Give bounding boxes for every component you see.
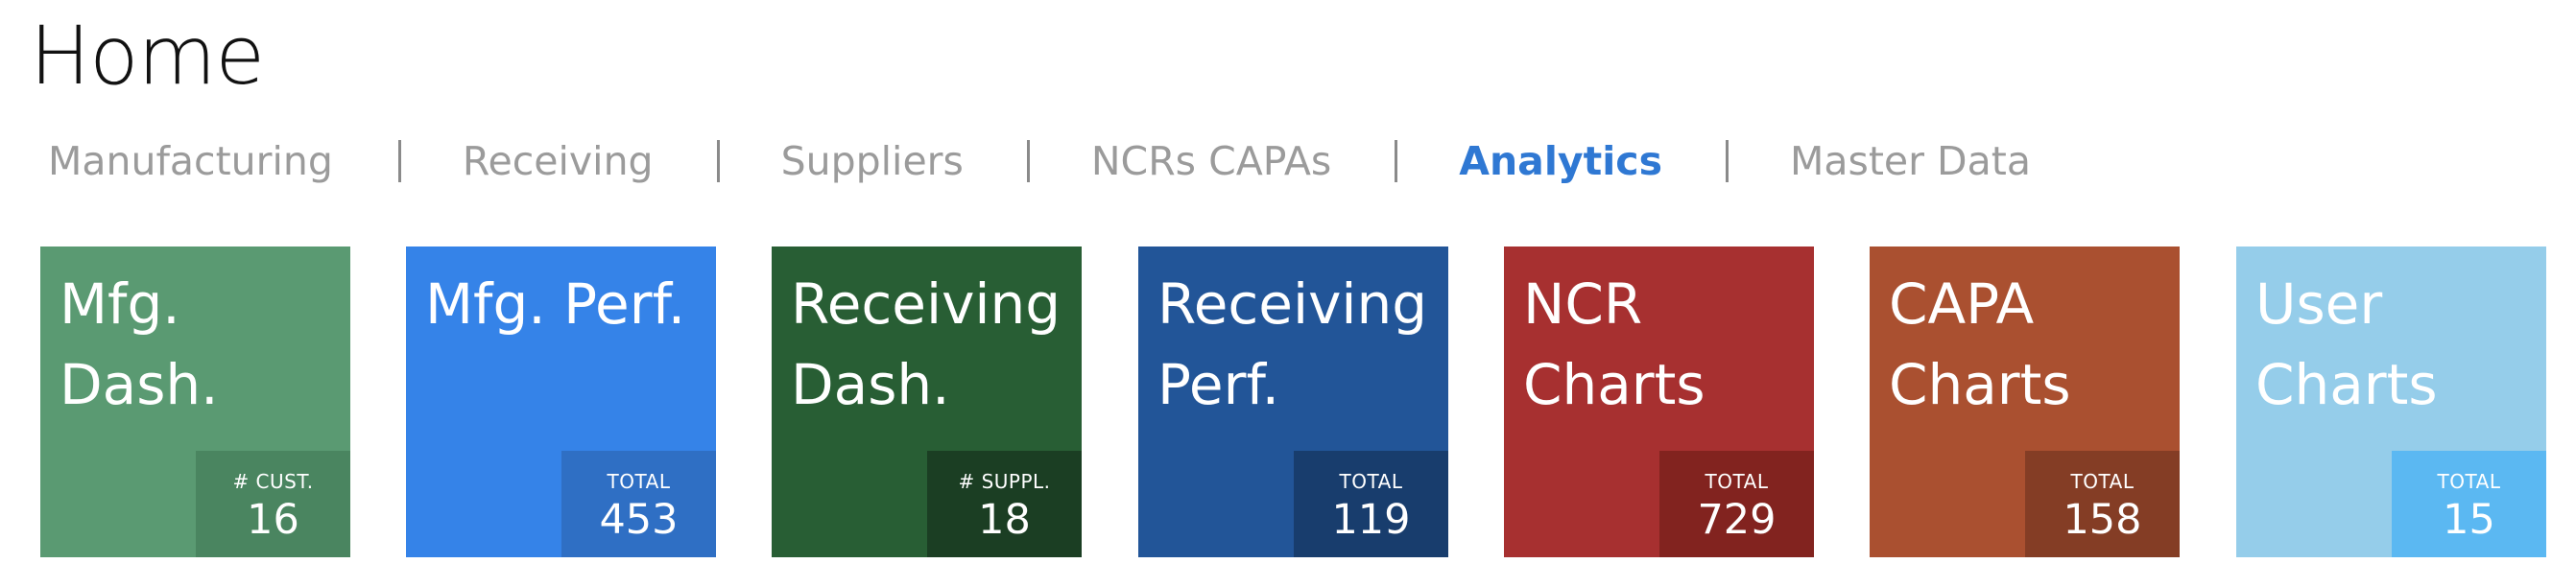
nav-separator bbox=[1726, 140, 1729, 182]
tile-stat-box: # CUST. 16 bbox=[196, 451, 350, 557]
tile-stat-box: TOTAL 453 bbox=[561, 451, 716, 557]
tile-stat-box: TOTAL 119 bbox=[1294, 451, 1448, 557]
stat-value: 729 bbox=[1697, 496, 1777, 544]
tab-suppliers[interactable]: Suppliers bbox=[780, 138, 964, 184]
stat-value: 119 bbox=[1331, 496, 1411, 544]
tile-title: Mfg. Perf. bbox=[425, 271, 686, 337]
tile-receiving-perf[interactable]: Receiving Perf. TOTAL 119 bbox=[1138, 247, 1448, 557]
nav-separator bbox=[1026, 140, 1030, 182]
stat-value: 16 bbox=[247, 496, 299, 544]
nav-separator bbox=[1395, 140, 1398, 182]
tile-title: Mfg. Dash. bbox=[60, 271, 219, 417]
tab-manufacturing[interactable]: Manufacturing bbox=[48, 138, 333, 184]
tile-title: NCR Charts bbox=[1523, 271, 1705, 417]
tile-title: User Charts bbox=[2255, 271, 2438, 417]
tab-receiving[interactable]: Receiving bbox=[462, 138, 654, 184]
tab-ncrs-capas[interactable]: NCRs CAPAs bbox=[1090, 138, 1332, 184]
page-title: Home bbox=[30, 9, 265, 103]
tile-capa-charts[interactable]: CAPA Charts TOTAL 158 bbox=[1870, 247, 2180, 557]
tile-receiving-dash[interactable]: Receiving Dash. # SUPPL. 18 bbox=[772, 247, 1082, 557]
tile-ncr-charts[interactable]: NCR Charts TOTAL 729 bbox=[1504, 247, 1814, 557]
tile-title: CAPA Charts bbox=[1889, 271, 2071, 417]
tile-stat-box: TOTAL 729 bbox=[1659, 451, 1814, 557]
tile-mfg-dash[interactable]: Mfg. Dash. # CUST. 16 bbox=[40, 247, 350, 557]
tab-analytics[interactable]: Analytics bbox=[1459, 138, 1662, 184]
stat-label: TOTAL bbox=[2070, 470, 2135, 493]
stat-label: TOTAL bbox=[1705, 470, 1769, 493]
stat-value: 18 bbox=[978, 496, 1031, 544]
nav-separator bbox=[397, 140, 401, 182]
stat-label: # CUST. bbox=[232, 470, 314, 493]
stat-label: TOTAL bbox=[2437, 470, 2501, 493]
tile-stat-box: TOTAL 158 bbox=[2025, 451, 2180, 557]
nav-tabs: Manufacturing Receiving Suppliers NCRs C… bbox=[48, 134, 2031, 188]
stat-value: 158 bbox=[2063, 496, 2142, 544]
stat-value: 15 bbox=[2443, 496, 2495, 544]
stat-label: TOTAL bbox=[1339, 470, 1403, 493]
stat-value: 453 bbox=[599, 496, 679, 544]
tile-title: Receiving Perf. bbox=[1157, 271, 1428, 417]
tile-user-charts[interactable]: User Charts TOTAL 15 bbox=[2236, 247, 2546, 557]
tile-mfg-perf[interactable]: Mfg. Perf. TOTAL 453 bbox=[406, 247, 716, 557]
stat-label: TOTAL bbox=[607, 470, 671, 493]
tile-stat-box: TOTAL 15 bbox=[2392, 451, 2546, 557]
tile-stat-box: # SUPPL. 18 bbox=[927, 451, 1082, 557]
tile-title: Receiving Dash. bbox=[791, 271, 1061, 417]
nav-separator bbox=[716, 140, 720, 182]
tab-master-data[interactable]: Master Data bbox=[1790, 138, 2031, 184]
stat-label: # SUPPL. bbox=[958, 470, 1051, 493]
